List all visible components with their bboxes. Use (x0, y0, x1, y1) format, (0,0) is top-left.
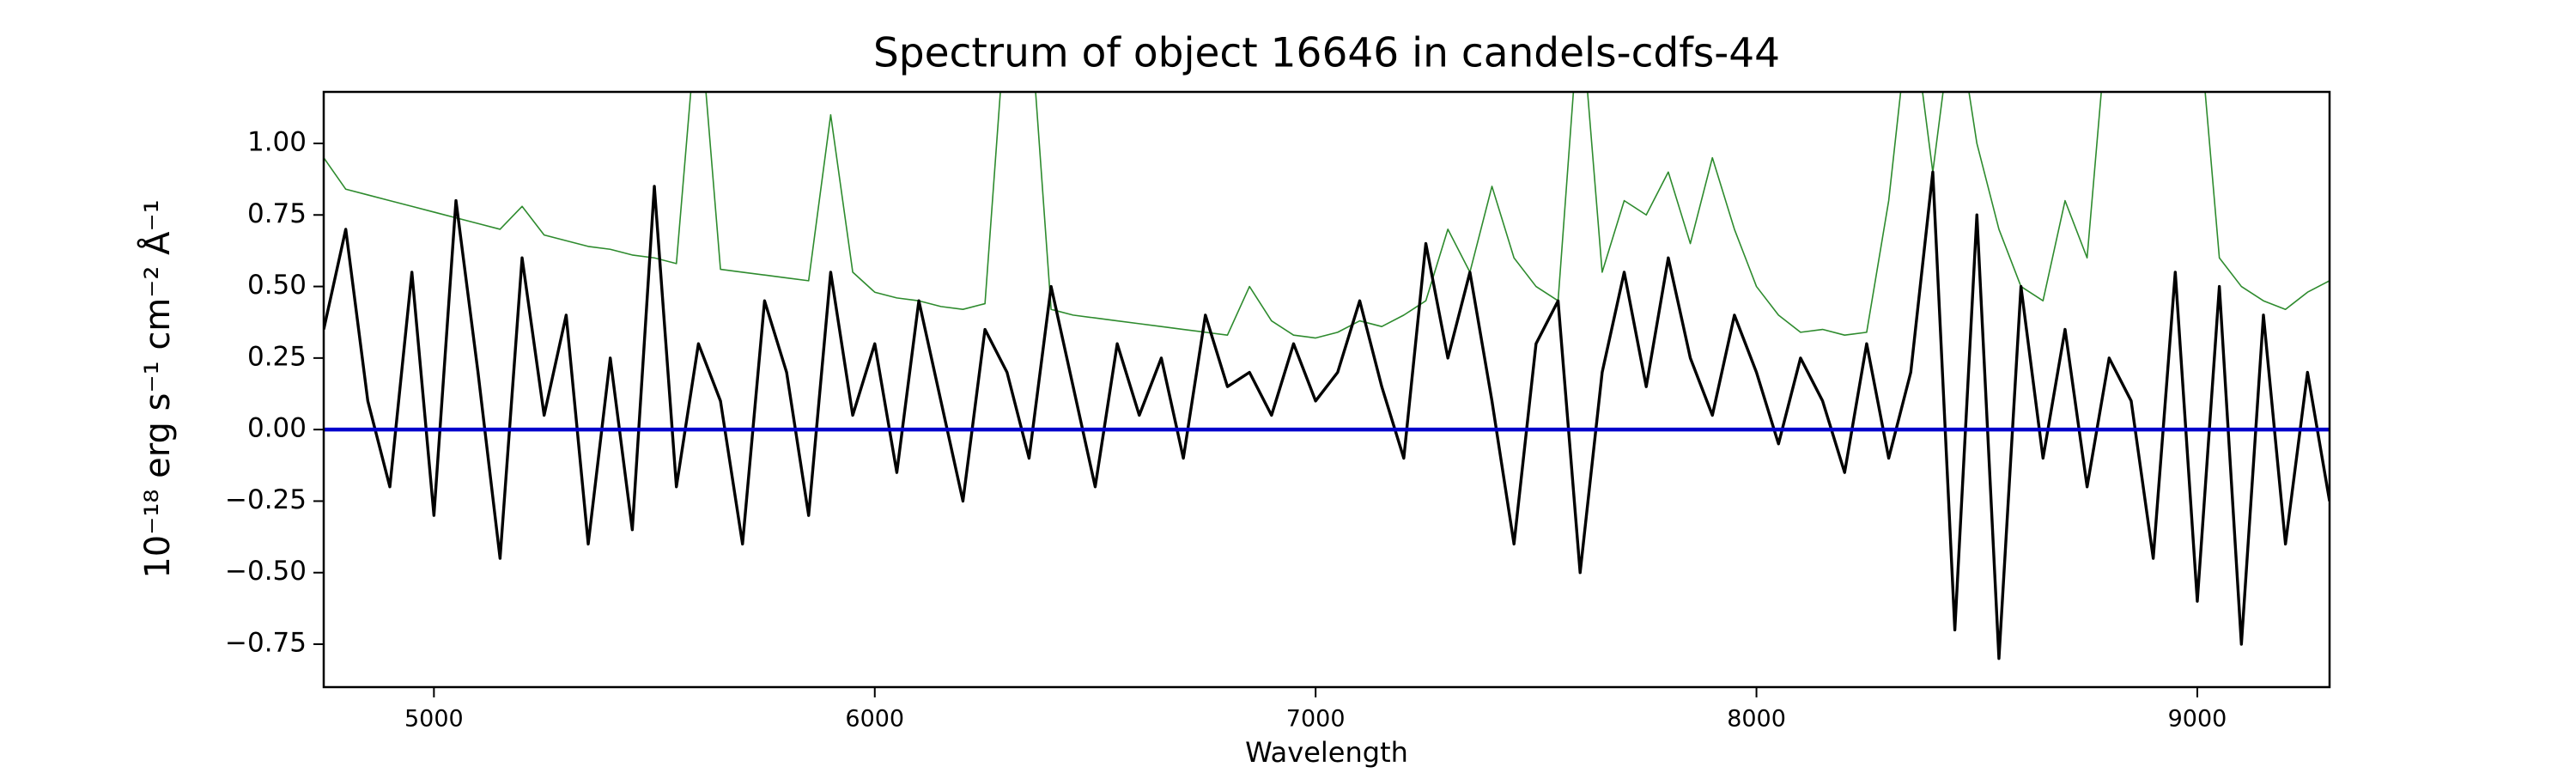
y-tick-label: 0.50 (247, 270, 307, 301)
series-line (324, 170, 2330, 660)
y-axis-label: 10⁻¹⁸ erg s⁻¹ cm⁻² Å⁻¹ (137, 199, 178, 578)
x-tick-label: 9000 (2168, 706, 2227, 733)
y-tick-label: −0.50 (225, 556, 307, 587)
chart-title: Spectrum of object 16646 in candels-cdfs… (873, 30, 1780, 77)
y-tick-label: −0.25 (225, 484, 307, 515)
y-tick-label: 0.00 (247, 413, 307, 444)
y-tick-label: −0.75 (225, 628, 307, 659)
y-tick-label: 0.25 (247, 341, 307, 372)
series-line (324, 92, 2330, 339)
plot-frame (322, 90, 2331, 689)
x-tick-label: 6000 (845, 706, 904, 733)
x-axis-label: Wavelength (1245, 736, 1408, 769)
x-tick-label: 8000 (1727, 706, 1786, 733)
y-tick-label: 1.00 (247, 126, 307, 157)
plot-area (324, 92, 2330, 660)
x-tick-label: 7000 (1286, 706, 1346, 733)
x-tick-label: 5000 (404, 706, 464, 733)
y-tick-label: 0.75 (247, 198, 307, 229)
